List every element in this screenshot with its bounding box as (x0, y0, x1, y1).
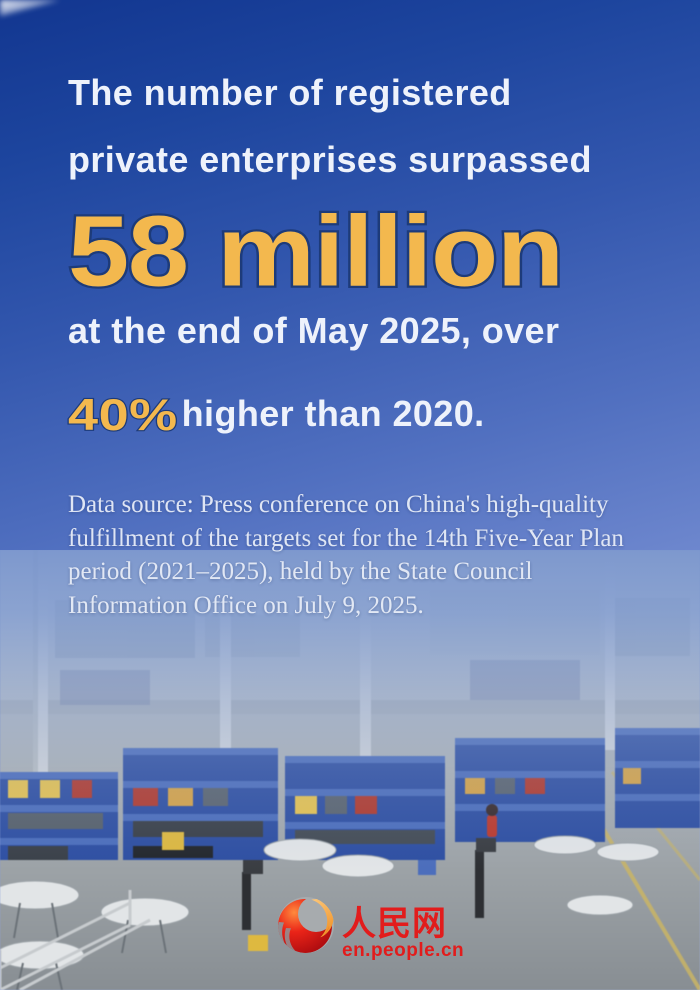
svg-text:en.people.cn: en.people.cn (342, 940, 464, 960)
svg-text:人民网: 人民网 (342, 905, 447, 943)
